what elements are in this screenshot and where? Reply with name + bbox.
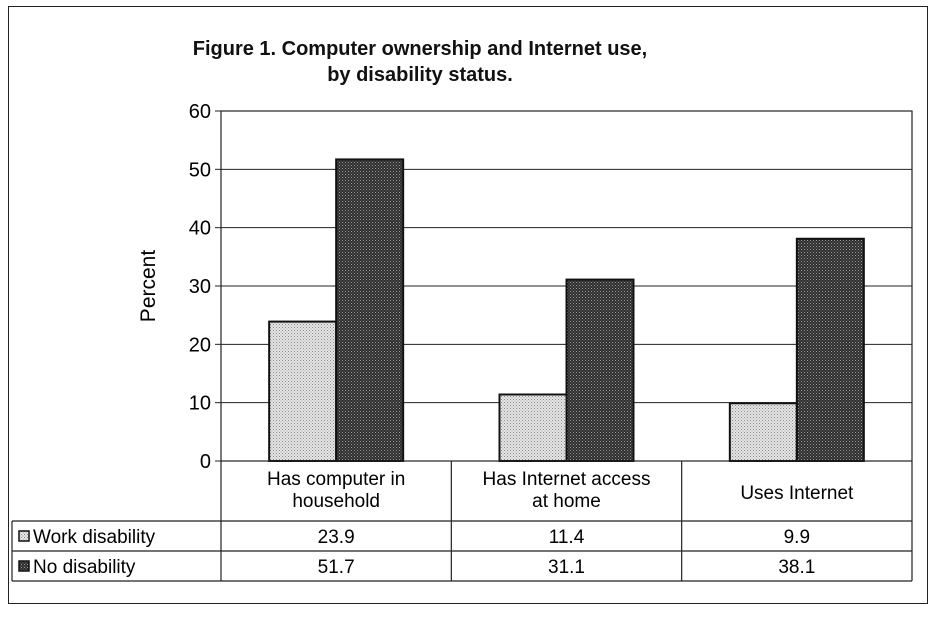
y-axis-label: Percent [137, 250, 160, 323]
data-value-label: 11.4 [549, 527, 585, 548]
data-value-label: 31.1 [548, 557, 585, 578]
bar-no-disability [335, 158, 405, 463]
y-tick-label: 40 [189, 218, 211, 240]
data-value-label: 9.9 [784, 527, 810, 548]
y-tick-label: 10 [189, 393, 211, 415]
bar-work-disability [498, 393, 568, 462]
data-value-label: 23.9 [318, 527, 355, 548]
y-tick-label: 20 [189, 334, 211, 356]
bar-work-disability [268, 320, 338, 463]
figure-frame [8, 6, 928, 604]
category-label: Has Internet access [483, 469, 651, 490]
legend-key-work-disability [18, 530, 30, 542]
data-value-label: 51.7 [318, 557, 355, 578]
legend-label: Work disability [33, 527, 156, 548]
plot-area-border [220, 110, 913, 462]
y-tick-label: 60 [189, 101, 211, 123]
chart-title: Figure 1. Computer ownership and Interne… [192, 38, 648, 60]
chart-subtitle: by disability status. [327, 64, 513, 86]
bar-no-disability [565, 278, 635, 463]
y-tick-label: 0 [200, 451, 211, 473]
legend-key-no-disability [18, 560, 30, 572]
legend-label: No disability [33, 557, 136, 578]
y-tick-label: 50 [189, 159, 211, 181]
data-value-label: 38.1 [778, 557, 815, 578]
bar-work-disability [728, 402, 798, 462]
y-tick-label: 30 [189, 276, 211, 298]
category-label: Uses Internet [740, 483, 854, 504]
category-label: household [292, 491, 380, 512]
bar-no-disability [795, 237, 865, 462]
category-label: at home [532, 491, 601, 512]
category-label: Has computer in [267, 469, 405, 490]
